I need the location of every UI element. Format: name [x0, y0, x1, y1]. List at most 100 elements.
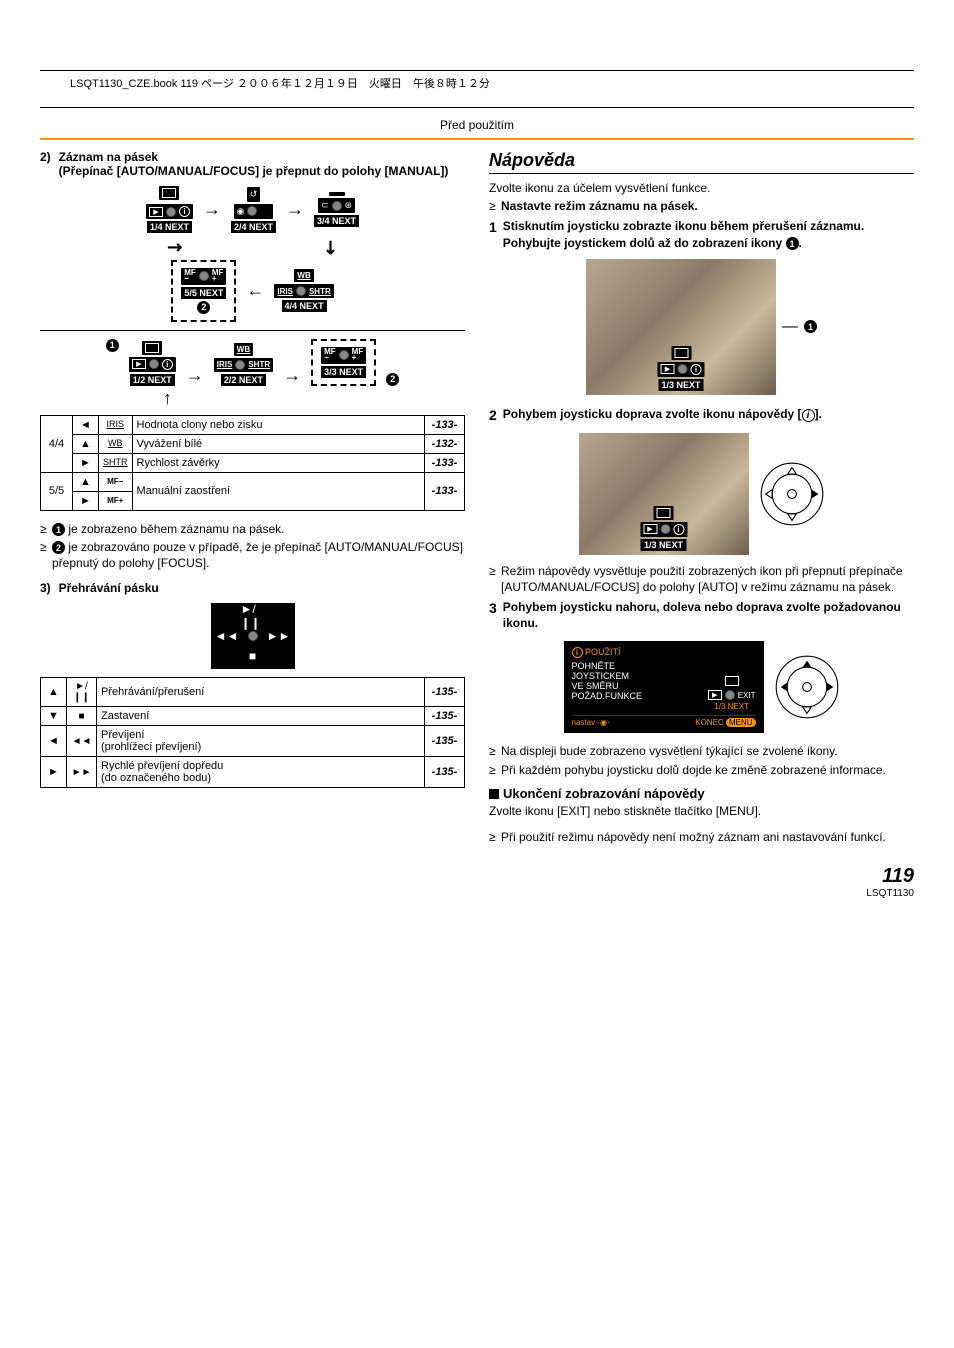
label-cell: Vyvážení bílé — [132, 434, 425, 453]
step-1-num: 1 — [489, 218, 497, 250]
help-title: Nápověda — [489, 150, 914, 174]
right-column: Nápověda Zvolte ikonu za účelem vysvětle… — [489, 150, 914, 847]
table-group: 5/5 — [41, 472, 73, 510]
end-help-heading: Ukončení zobrazování nápovědy — [489, 786, 914, 801]
help-setup: Nastavte režim záznamu na pásek. — [501, 198, 698, 214]
osd-1-4: 1/4 NEXT — [147, 221, 192, 233]
step-2-num: 2 — [489, 406, 497, 425]
step-2-text: Pohybem joysticku doprava zvolte ikonu n… — [503, 406, 822, 425]
page-cell: -135- — [425, 678, 465, 707]
arrow-icon: ↗ — [162, 235, 188, 261]
step-3-text: Pohybem joysticku nahoru, doleva nebo do… — [503, 599, 914, 631]
joystick-icon — [759, 461, 825, 527]
arrow-cell: ► — [41, 757, 67, 788]
marker-2: 2 — [197, 301, 210, 314]
manual-functions-table: 4/4 ◄ IRIS Hodnota clony nebo zisku -133… — [40, 415, 465, 511]
step2-title: Záznam na pásek — [59, 150, 449, 164]
icon-cell: ►/❙❙ — [67, 678, 97, 707]
manual-flow-diagram: ▶i 1/4 NEXT → ↺ ◉ 2/4 NEXT → ⊂⊛ 3/4 NEXT — [40, 186, 465, 322]
label-cell: Přehrávání/přerušení — [97, 678, 425, 707]
step3-num: 3) — [40, 581, 51, 595]
arrow-icon: → — [186, 365, 204, 386]
icon-cell: ►► — [67, 757, 97, 788]
step3-title: Přehrávání pásku — [59, 581, 159, 595]
label-cell: Rychlé převíjení dopředu (do označeného … — [97, 757, 425, 788]
page-header: LSQT1130_CZE.book 119 ページ ２００６年１２月１９日 火曜… — [40, 70, 914, 108]
playback-osd-diagram: ►/❙❙ ◄◄►► ■ — [40, 603, 465, 669]
marker-2: 2 — [386, 373, 399, 386]
arrow-icon: → — [203, 199, 221, 220]
arrow-icon: → — [283, 365, 301, 386]
arrow-cell: ▲ — [41, 678, 67, 707]
joystick-icon — [774, 654, 840, 720]
playback-table: ▲ ►/❙❙ Přehrávání/přerušení -135- ▼ ■ Za… — [40, 677, 465, 788]
arrow-cell: ▼ — [41, 707, 67, 726]
arrow-cell: ► — [73, 453, 99, 472]
page-cell: -133- — [425, 453, 465, 472]
label-cell: Zastavení — [97, 707, 425, 726]
osd-3-3: 3/3 NEXT — [321, 366, 366, 378]
label-cell: Převíjení (prohlížecí převíjení) — [97, 726, 425, 757]
page-footer: 119 LSQT1130 — [40, 865, 914, 899]
section-title: Před použitím — [40, 118, 914, 132]
book-header-line: LSQT1130_CZE.book 119 ページ ２００６年１２月１９日 火曜… — [40, 75, 914, 97]
icon-cell: MF+ — [107, 496, 123, 505]
osd-1-2: 1/2 NEXT — [130, 374, 175, 386]
step2-sub: (Přepínač [AUTO/MANUAL/FOCUS] je přepnut… — [59, 164, 449, 178]
help-note-down: Při každém pohybu joysticku dolů dojde k… — [501, 762, 886, 778]
icon-cell: MF− — [107, 477, 123, 486]
osd-4-4: 4/4 NEXT — [282, 300, 327, 312]
label-cell: Hodnota clony nebo zisku — [132, 415, 425, 434]
step2-num: 2) — [40, 150, 51, 178]
arrow-cell: ► — [73, 491, 99, 510]
page-cell: -135- — [425, 726, 465, 757]
osd-2-2: 2/2 NEXT — [221, 374, 266, 386]
arrow-icon: ↗ — [317, 235, 343, 261]
table-group: 4/4 — [41, 415, 73, 472]
arrow-cell: ◄ — [73, 415, 99, 434]
osd-3-4: 3/4 NEXT — [314, 215, 359, 227]
page-cell: -132- — [425, 434, 465, 453]
page-cell: -135- — [425, 757, 465, 788]
step2-photo: ▶i 1/3 NEXT — [489, 433, 914, 555]
manual-flow-diagram-2: 1 ▶i 1/2 NEXT → WB IRISSHTR 2/2 NEXT → M… — [40, 330, 465, 409]
arrow-icon: → — [286, 199, 304, 220]
help-note-display: Na displeji bude zobrazeno vysvětlení tý… — [501, 743, 838, 759]
arrow-cell: ▲ — [73, 472, 99, 491]
osd-2-4: 2/4 NEXT — [231, 221, 276, 233]
marker-1: 1 — [804, 320, 817, 333]
osd-1-3: 1/3 NEXT — [641, 539, 686, 551]
doc-code: LSQT1130 — [40, 888, 914, 899]
left-column: 2) Záznam na pásek (Přepínač [AUTO/MANUA… — [40, 150, 465, 847]
osd-5-5: 5/5 NEXT — [181, 287, 226, 299]
page-cell: -133- — [425, 415, 465, 434]
help-note-mode: Režim nápovědy vysvětluje použití zobraz… — [501, 563, 914, 595]
marker-1: 1 — [106, 339, 119, 352]
help-intro: Zvolte ikonu za účelem vysvětlení funkce… — [489, 180, 914, 196]
help-screen-row: i POUŽITÍ POHNĚTE JOYSTICKEM VE SMĚRU PO… — [489, 641, 914, 733]
end-help-text: Zvolte ikonu [EXIT] nebo stiskněte tlačí… — [489, 803, 914, 819]
icon-cell: WB — [108, 438, 123, 448]
osd-1-3: 1/3 NEXT — [658, 379, 703, 391]
icon-cell: IRIS — [106, 419, 124, 429]
page-cell: -133- — [425, 472, 465, 510]
page-cell: -135- — [425, 707, 465, 726]
accent-rule — [40, 138, 914, 140]
help-note-record: Při použití režimu nápovědy není možný z… — [501, 829, 886, 845]
note-2: ≥2 je zobrazováno pouze v případě, že je… — [40, 539, 465, 571]
label-cell: Rychlost závěrky — [132, 453, 425, 472]
help-osd-screen: i POUŽITÍ POHNĚTE JOYSTICKEM VE SMĚRU PO… — [564, 641, 764, 733]
step-1-text: Stisknutím joysticku zobrazte ikonu běhe… — [503, 218, 914, 250]
icon-cell: ◄◄ — [67, 726, 97, 757]
arrow-cell: ▲ — [73, 434, 99, 453]
arrow-icon: ← — [246, 280, 264, 301]
page-number: 119 — [40, 865, 914, 888]
icon-cell: SHTR — [103, 457, 128, 467]
arrow-icon: ↑ — [163, 388, 172, 409]
label-cell: Manuální zaostření — [132, 472, 425, 510]
icon-cell: ■ — [67, 707, 97, 726]
note-1: ≥1 je zobrazeno během záznamu na pásek. — [40, 521, 465, 537]
step1-photo: ▶i 1/3 NEXT — 1 — [489, 259, 914, 398]
step-3-num: 3 — [489, 599, 497, 631]
arrow-cell: ◄ — [41, 726, 67, 757]
